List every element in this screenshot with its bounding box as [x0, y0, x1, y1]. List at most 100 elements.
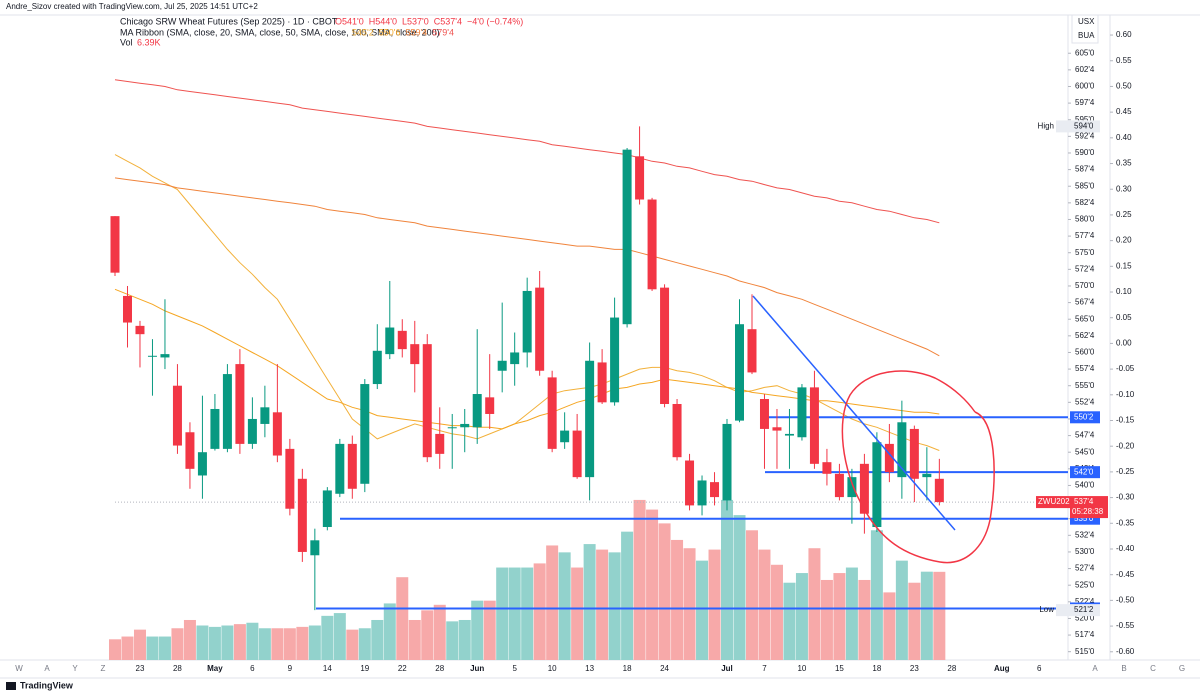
x-tick-label: 9 [288, 664, 293, 673]
volume-bar [496, 567, 509, 660]
volume-bar [321, 615, 334, 660]
volume-bar [483, 600, 496, 660]
x-tick-label: 13 [585, 664, 594, 673]
candle-body [535, 287, 545, 371]
y2-tick-label: 0.45 [1116, 107, 1132, 116]
moving-average [114, 177, 940, 357]
candle-body [185, 432, 195, 469]
y2-tick-label: -0.50 [1116, 595, 1135, 604]
candle-body [759, 399, 769, 429]
volume-bar [233, 624, 246, 660]
plot-area [109, 79, 1068, 660]
level-label: 550'2 [1074, 412, 1094, 421]
y-tick-label: 545'0 [1075, 447, 1095, 456]
candle-body [647, 199, 657, 290]
x-tick-label: Aug [994, 664, 1010, 673]
credit: Andre_Sizov created with TradingView.com… [6, 2, 258, 11]
y-tick-label: 567'4 [1075, 298, 1095, 307]
volume-bar [721, 499, 734, 660]
volume-bar [109, 639, 121, 660]
y-tick-label: 532'4 [1075, 530, 1095, 539]
x-tick-label: Jul [721, 664, 733, 673]
candle-body [122, 295, 132, 323]
x-tick-label: 24 [660, 664, 669, 673]
y-tick-label: 580'0 [1075, 215, 1095, 224]
y2-tick-label: 0.40 [1116, 133, 1132, 142]
volume-bar [671, 539, 684, 660]
volume-bar [521, 567, 534, 660]
candle-body [747, 329, 757, 373]
volume-bar [883, 592, 896, 660]
candle-body [722, 423, 732, 501]
volume-bar [621, 531, 634, 660]
volume-legend-value: 6.39K [137, 37, 161, 47]
y2-tick-label: 0.55 [1116, 56, 1132, 65]
volume-bar [371, 619, 384, 660]
y2-tick-label: -0.30 [1116, 493, 1135, 502]
y2-symbol: BUA [1078, 31, 1095, 40]
volume-bar [421, 610, 434, 660]
candle-body [435, 433, 445, 454]
ohlc-value: L537'0 [402, 16, 429, 26]
symbol-tag [1036, 496, 1070, 509]
candle-body [797, 387, 807, 438]
y2-tick-label: 0.60 [1116, 30, 1132, 39]
ribbon-title: MA Ribbon (SMA, close, 20, SMA, close, 5… [120, 27, 440, 37]
x-tick-label: 6 [250, 664, 255, 673]
level-label: 542'0 [1074, 467, 1094, 476]
y2-tick-label: 0.50 [1116, 82, 1132, 91]
y-tick-label: 570'0 [1075, 281, 1095, 290]
level-tag [1070, 466, 1100, 479]
candle-body [472, 394, 482, 428]
volume-bar [283, 628, 296, 660]
candle-body [247, 418, 257, 444]
ohlc-value: H544'0 [369, 16, 397, 26]
y2-tick-label: 0.30 [1116, 184, 1132, 193]
marker-tag [1056, 120, 1100, 133]
candle-body [822, 462, 832, 474]
trend-line [752, 295, 956, 531]
y-tick-label: 525'0 [1075, 580, 1095, 589]
candle-body [585, 360, 595, 478]
candle-body [135, 325, 145, 335]
candle-body [672, 403, 682, 458]
candle-body [297, 478, 307, 552]
candle-body [497, 360, 507, 371]
axis-button: A [1092, 664, 1098, 673]
y2-symbol: USX [1078, 17, 1095, 26]
marker-tag [1056, 604, 1100, 617]
y2-tick-label: 0.35 [1116, 159, 1132, 168]
volume-bar [196, 625, 209, 660]
x-tick-label: 18 [872, 664, 881, 673]
current-price: 537'4 [1074, 497, 1094, 506]
candle-body [260, 407, 270, 424]
y2-tick-label: 0.05 [1116, 313, 1132, 322]
volume-bar [546, 545, 559, 660]
countdown: 05:28:38 [1072, 507, 1104, 516]
candle-body [147, 355, 157, 357]
volume-bar [308, 625, 321, 660]
y-tick-label: 577'4 [1075, 231, 1095, 240]
volume-bar [446, 621, 459, 660]
x-tick-label: 23 [136, 664, 145, 673]
y2-tick-label: -0.05 [1116, 364, 1135, 373]
volume-bar [733, 515, 746, 660]
x-tick-label: 5 [512, 664, 517, 673]
x-tick-label: 23 [910, 664, 919, 673]
volume-bar [171, 628, 184, 660]
volume-bar [408, 619, 421, 660]
candle-body [460, 423, 470, 428]
candle-body [834, 473, 844, 498]
volume-bar [783, 582, 796, 660]
candle-body [485, 397, 495, 414]
candle-body [385, 327, 395, 355]
x-tick-label: 18 [623, 664, 632, 673]
symbol-label: ZWU2025 [1038, 497, 1075, 506]
x-tick-label: 28 [173, 664, 182, 673]
candle-body [222, 374, 232, 449]
y2-tick-label: -0.60 [1116, 647, 1135, 656]
ohlc-value: −4'0 (−0.74%) [467, 16, 523, 26]
x-tick-label: 14 [323, 664, 332, 673]
candle-body [347, 443, 357, 489]
y-tick-label: 575'0 [1075, 248, 1095, 257]
